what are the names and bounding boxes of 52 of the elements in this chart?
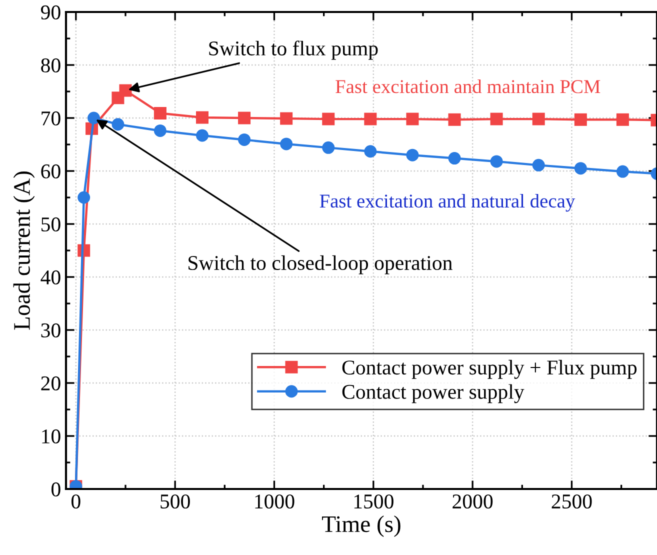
annotation: Fast excitation and maintain PCM	[336, 80, 600, 94]
point	[238, 112, 251, 124]
annotation: Fast excitation and natural decay	[320, 194, 576, 212]
y-tick-label: 60	[41, 164, 60, 178]
y-tick-label: 90	[40, 5, 60, 20]
point	[280, 112, 293, 125]
y-tick-label: 50	[42, 217, 60, 232]
point	[532, 112, 545, 126]
point	[119, 84, 132, 97]
legend-label: Contact power supply	[342, 384, 524, 404]
x-tick-label: 500	[160, 494, 190, 509]
point	[616, 165, 629, 178]
x-axis-title: Time (s)	[322, 516, 400, 537]
point	[490, 155, 503, 168]
annotation: Switch to flux pump	[209, 40, 378, 60]
point	[532, 158, 545, 172]
point	[196, 111, 208, 124]
point	[616, 113, 629, 126]
point	[490, 112, 503, 126]
point	[78, 191, 90, 204]
annotation: Switch to closed-loop operation	[188, 255, 452, 274]
point	[112, 118, 124, 131]
legend-label: Contact power supply + Flux pump	[342, 360, 637, 379]
point	[322, 112, 335, 126]
point	[364, 145, 377, 158]
point	[448, 152, 461, 165]
y-tick-label: 30	[41, 323, 60, 338]
y-tick-label: 40	[40, 270, 60, 284]
x-tick-label: 2500	[552, 494, 592, 509]
y-axis-title: Load current (A)	[13, 172, 35, 330]
y-tick-label: 10	[42, 429, 60, 444]
point	[406, 148, 419, 162]
x-tick-label: 1500	[354, 494, 394, 509]
point	[154, 106, 166, 120]
point	[406, 112, 419, 126]
point	[280, 138, 293, 150]
point	[574, 162, 587, 175]
y-tick-label: 70	[42, 111, 60, 126]
point	[238, 133, 251, 146]
point	[574, 113, 587, 126]
y-tick-label: 80	[41, 58, 60, 72]
point	[364, 112, 377, 126]
point	[448, 113, 461, 126]
x-tick-label: 2000	[452, 494, 493, 509]
y-tick-label: 20	[41, 376, 60, 390]
point	[196, 129, 208, 142]
y-tick-label: 0	[52, 482, 60, 496]
point	[154, 124, 166, 137]
x-tick-label: 1000	[255, 494, 294, 509]
point	[88, 112, 100, 124]
point	[322, 141, 335, 154]
x-tick-label: 0	[72, 494, 80, 509]
